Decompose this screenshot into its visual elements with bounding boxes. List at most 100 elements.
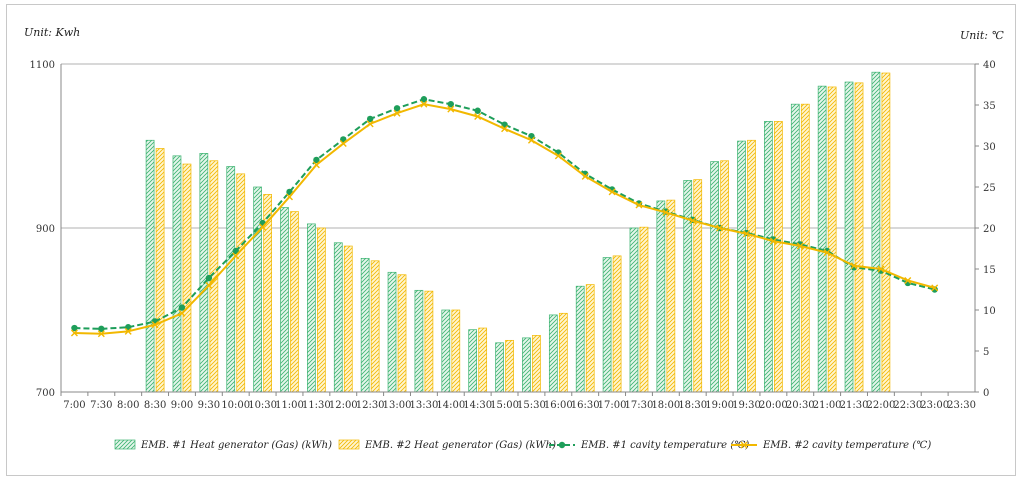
bar-s1-13:30 [414,289,424,393]
bar-s2-19:00 [720,160,729,393]
right-tick-label-30: 30 [983,142,996,153]
x-tick-label-18:30: 18:30 [678,400,707,411]
point-s2-22:30 [904,276,912,284]
point-s2-17:30 [635,201,643,209]
point-s2-16:30 [581,172,589,180]
line-series [70,96,939,338]
bar-s1-11:00 [280,207,289,393]
legend-marker-4 [740,441,748,449]
legend-label-2: EMB. #2 Heat generator (Gas) (kWh) [364,440,556,451]
x-tick-label-16:30: 16:30 [571,400,600,411]
legend-label-3: EMB. #1 cavity temperature (℃) [580,440,749,451]
bar-s2-11:30 [317,227,326,393]
legend-label-1: EMB. #1 Heat generator (Gas) (kWh) [140,440,332,451]
right-tick-label-5: 5 [983,347,989,358]
point-s2-19:00 [716,224,724,232]
chart-frame: Unit: Kwh Unit: ℃ 700 900 1100 0 5 10 15 20 25 30… [6,4,1016,476]
right-tick-label-10: 10 [983,306,996,317]
x-tick-label-20:00: 20:00 [759,400,788,411]
point-s1-7:30 [98,325,105,333]
x-tick-label-23:00: 23:00 [920,400,949,411]
bar-s1-15:30 [522,337,531,393]
bar-s2-21:30 [854,82,864,393]
point-s2-14:00 [447,105,455,113]
point-s2-8:30 [151,321,159,329]
bar-s1-17:00 [602,257,612,393]
x-tick-label-15:30: 15:30 [517,400,546,411]
point-s2-19:30 [743,230,750,238]
bar-s2-12:30 [370,260,380,393]
bar-s2-11:00 [290,211,299,393]
x-tick-label-19:30: 19:30 [732,400,761,411]
point-s1-14:30 [474,107,481,114]
x-tick-label-22:00: 22:00 [866,400,895,411]
point-s2-12:30 [366,120,374,128]
point-s1-14:00 [447,100,454,108]
point-s1-11:30 [313,156,320,164]
bar-s2-18:00 [666,199,676,393]
x-tick-label-17:00: 17:00 [598,400,627,411]
x-tick-label-13:30: 13:30 [409,400,438,411]
bar-s2-13:00 [397,274,407,393]
point-s2-8:00 [124,327,132,335]
point-s2-21:00 [823,249,831,257]
x-tick-label-23:30: 23:30 [947,400,976,411]
x-tick-label-12:30: 12:30 [356,400,385,411]
gridlines [61,63,975,393]
x-tick-label-16:00: 16:00 [544,400,573,411]
point-s2-16:00 [554,152,562,160]
legend-marker-3 [558,441,566,449]
point-s2-15:30 [527,136,535,144]
point-s2-11:00 [286,193,293,201]
bar-s1-22:00 [871,71,881,393]
bar-s1-21:30 [844,81,854,393]
x-tick-label-21:30: 21:30 [840,400,869,411]
x-tick-label-7:00: 7:00 [63,400,85,411]
bar-s1-9:30 [199,153,209,393]
bar-s1-12:30 [360,257,370,393]
x-tick-label-14:00: 14:00 [436,400,465,411]
point-s2-17:00 [608,188,616,196]
point-s1-13:00 [393,105,401,112]
legend-swatch-2 [338,439,360,450]
point-s2-22:00 [877,265,885,273]
bar-s2-19:30 [747,139,756,393]
point-s2-7:30 [97,330,105,338]
right-unit-label: Unit: ℃ [960,29,1004,42]
right-tick-label-0: 0 [983,388,989,399]
combo-chart: 700 900 1100 0 5 10 15 20 25 30 35 40 7:00 7:30 8:00 8:… [30,60,996,451]
bar-s1-18:00 [656,200,666,393]
point-s1-9:30 [205,274,213,282]
x-tick-label-14:30: 14:30 [463,400,492,411]
point-s2-15:00 [501,125,509,133]
bar-s1-20:00 [764,121,773,393]
x-tick-label-19:00: 19:00 [705,400,734,411]
legend-label-4: EMB. #2 cavity temperature (℃) [762,440,931,451]
bar-s1-21:00 [817,85,827,393]
point-s2-20:30 [796,242,804,250]
bar-s1-18:30 [683,180,693,393]
x-tick-label-20:30: 20:30 [786,400,815,411]
bar-s1-9:00 [172,155,182,393]
bar-s1-10:30 [253,186,262,393]
x-tick-label-10:00: 10:00 [221,400,250,411]
x-tick-label-17:30: 17:30 [625,400,654,411]
point-s1-10:00 [232,247,239,255]
point-s2-9:30 [205,281,213,289]
bar-s1-17:30 [629,227,639,393]
point-s1-12:30 [366,115,374,123]
bar-s2-22:00 [881,72,891,393]
legend-swatch-1 [114,439,136,450]
bar-s1-19:00 [710,161,719,393]
bar-s1-10:00 [226,166,236,393]
right-tick-label-40: 40 [983,60,996,71]
x-tick-label-8:00: 8:00 [117,400,139,411]
x-tick-label-18:00: 18:00 [651,400,680,411]
bar-s1-13:00 [387,271,397,393]
bar-s2-15:00 [505,339,514,393]
bar-s2-14:30 [478,327,488,393]
point-s2-18:30 [689,217,697,225]
point-s1-13:30 [420,96,428,103]
point-s1-9:00 [178,304,186,311]
bar-s2-8:30 [155,148,165,393]
